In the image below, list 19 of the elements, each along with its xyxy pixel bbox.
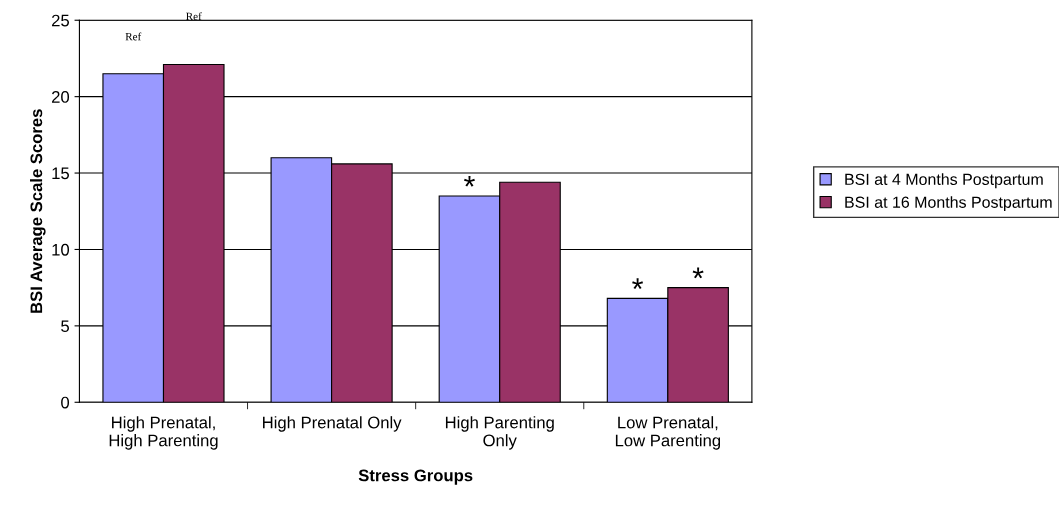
annotation: * xyxy=(692,267,704,279)
y-tick-label: 5 xyxy=(61,320,69,333)
y-axis-title: BSI Average Scale Scores xyxy=(30,109,46,313)
x-tick-label: High Parenting Only xyxy=(445,416,554,450)
x-tick-label: Low Prenatal, Low Parenting xyxy=(615,416,721,450)
annotation: * xyxy=(464,175,475,187)
y-tick-label: 10 xyxy=(52,243,70,256)
x-tick-label: High Prenatal, High Parenting xyxy=(109,416,218,450)
y-tick-label: 15 xyxy=(52,167,70,180)
annotation: * xyxy=(632,278,644,290)
y-tick-label: 25 xyxy=(52,14,70,27)
y-tick-label: 0 xyxy=(61,396,70,409)
legend-label: BSI at 4 Months Postpartum xyxy=(845,173,1043,189)
annotation: Ref xyxy=(125,32,142,41)
y-tick-label: 20 xyxy=(52,91,70,103)
x-tick-label: High Prenatal Only xyxy=(263,416,402,432)
text: Ref xyxy=(186,12,202,21)
x-axis-title: Stress Groups xyxy=(358,469,473,485)
legend-label: BSI at 16 Months Postpartum xyxy=(845,196,1052,212)
